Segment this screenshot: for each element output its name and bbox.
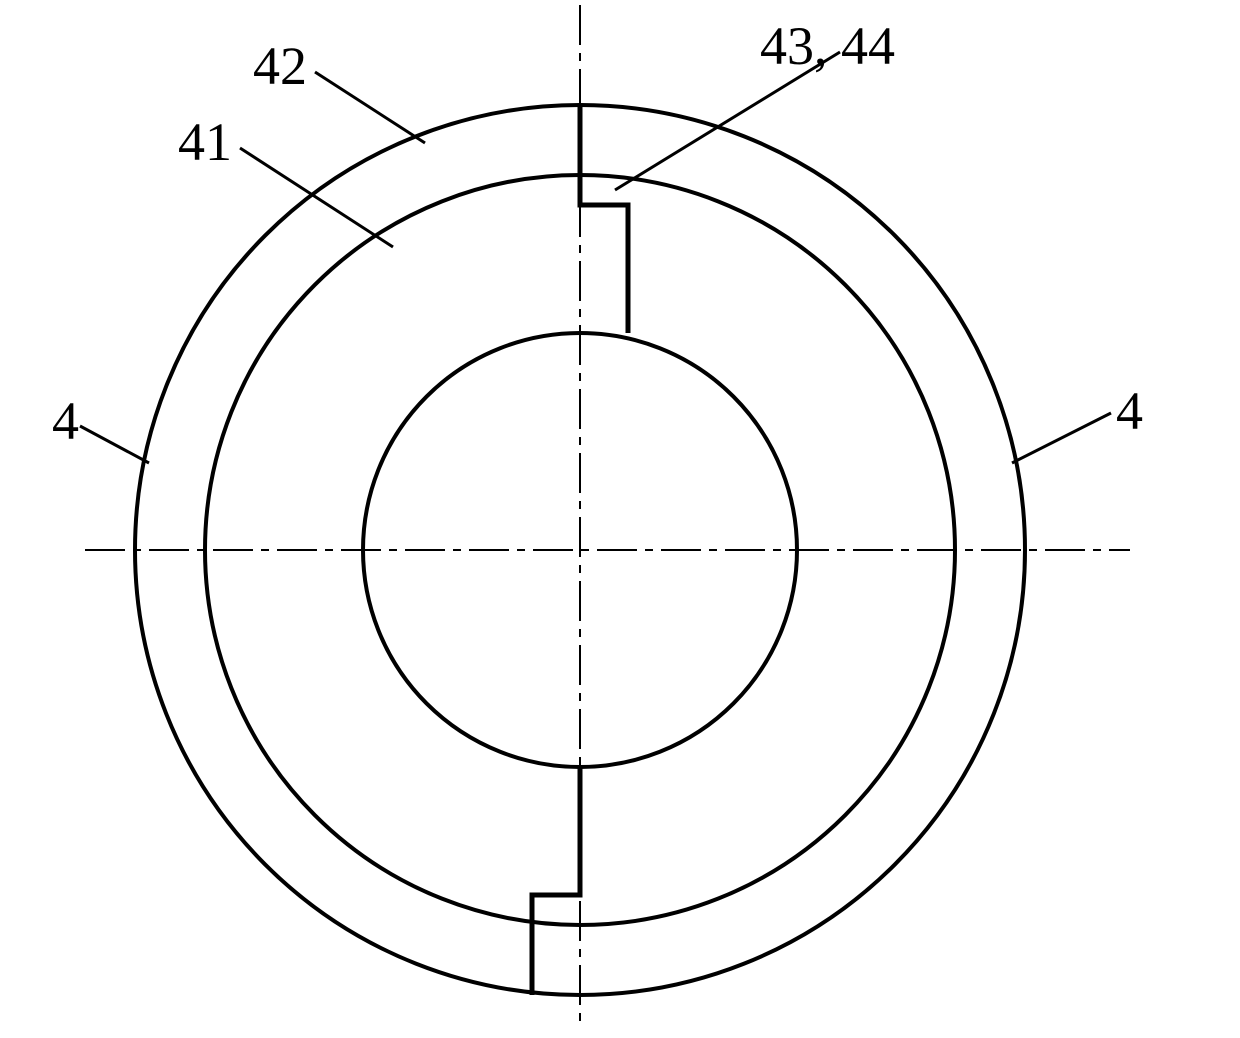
leader-4-right (1012, 413, 1111, 463)
label-4-right: 4 (1116, 380, 1143, 442)
label-4-left: 4 (52, 390, 79, 452)
label-42: 42 (253, 35, 307, 97)
top-notch-joint (580, 105, 628, 333)
diagram-container: 42 41 43, 44 4 4 (0, 0, 1240, 1033)
label-43-44: 43, 44 (760, 15, 895, 77)
leader-42 (315, 72, 425, 143)
leader-4-left (80, 426, 149, 463)
bottom-notch-joint (532, 767, 580, 995)
label-41: 41 (178, 111, 232, 173)
leader-41 (240, 148, 393, 247)
